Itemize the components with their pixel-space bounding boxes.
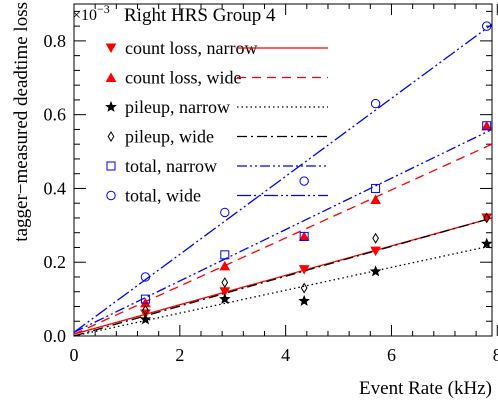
legend-marker	[105, 100, 117, 112]
data-point	[220, 207, 230, 218]
data-point	[140, 272, 151, 282]
legend-marker	[106, 161, 116, 171]
x-tick-label: 0	[70, 345, 79, 365]
data-point	[219, 260, 231, 271]
data-point	[372, 232, 379, 244]
data-point	[370, 98, 381, 109]
y-axis-multiplier: ×10−3	[72, 2, 110, 24]
x-axis-label: Event Rate (kHz)	[359, 378, 492, 399]
legend-label: total, wide	[125, 186, 201, 206]
y-tick-label: 0.4	[44, 178, 67, 198]
data-point	[370, 194, 381, 205]
data-point	[482, 121, 492, 131]
data-point	[140, 294, 150, 304]
y-multiplier-exponent: −3	[97, 2, 110, 16]
x-tick-label: 8	[493, 345, 498, 365]
data-point	[299, 231, 309, 241]
legend-label: count loss, wide	[125, 68, 242, 88]
y-axis-label: tagger−measured deadtime loss	[11, 2, 32, 242]
x-tick-label: 6	[387, 345, 396, 365]
data-point	[480, 237, 493, 249]
data-point	[482, 21, 492, 31]
axes: 0 2 4 6 8 0.0 0.2 0.4 0.6 0.8	[44, 4, 498, 365]
legend: count loss, narrow count loss, wide pileup…	[105, 38, 328, 206]
fit-line	[73, 217, 493, 337]
legend-marker	[105, 43, 117, 54]
fit-line	[73, 128, 493, 333]
data-point	[220, 250, 230, 260]
legend-marker	[107, 131, 115, 142]
x-tick-label: 2	[175, 345, 184, 365]
legend-label: pileup, narrow	[125, 97, 230, 117]
y-multiplier-base: ×10	[72, 7, 97, 24]
fit-line	[73, 244, 493, 337]
legend-label: total, narrow	[125, 156, 217, 176]
data-point	[298, 294, 310, 306]
data-point	[369, 265, 382, 277]
legend-label: count loss, narrow	[125, 38, 257, 58]
data-point	[219, 293, 231, 305]
legend-marker	[105, 72, 117, 82]
data-point	[298, 265, 310, 275]
data-point	[221, 277, 229, 288]
chart-title: Right HRS Group 4	[124, 5, 276, 26]
legend-label: pileup, wide	[125, 127, 214, 147]
y-tick-label: 0.2	[44, 252, 67, 272]
data-point	[142, 304, 149, 316]
y-tick-label: 0.6	[44, 105, 67, 125]
data-point	[139, 313, 152, 325]
data-point	[371, 183, 381, 193]
data-point	[299, 176, 309, 186]
data-point	[370, 246, 381, 257]
y-tick-label: 0.0	[44, 326, 67, 346]
y-tick-label: 0.8	[44, 31, 67, 51]
data-point	[300, 282, 308, 294]
data-points	[139, 21, 493, 325]
x-tick-label: 4	[281, 345, 290, 365]
data-point	[483, 212, 491, 224]
legend-marker	[106, 190, 116, 201]
